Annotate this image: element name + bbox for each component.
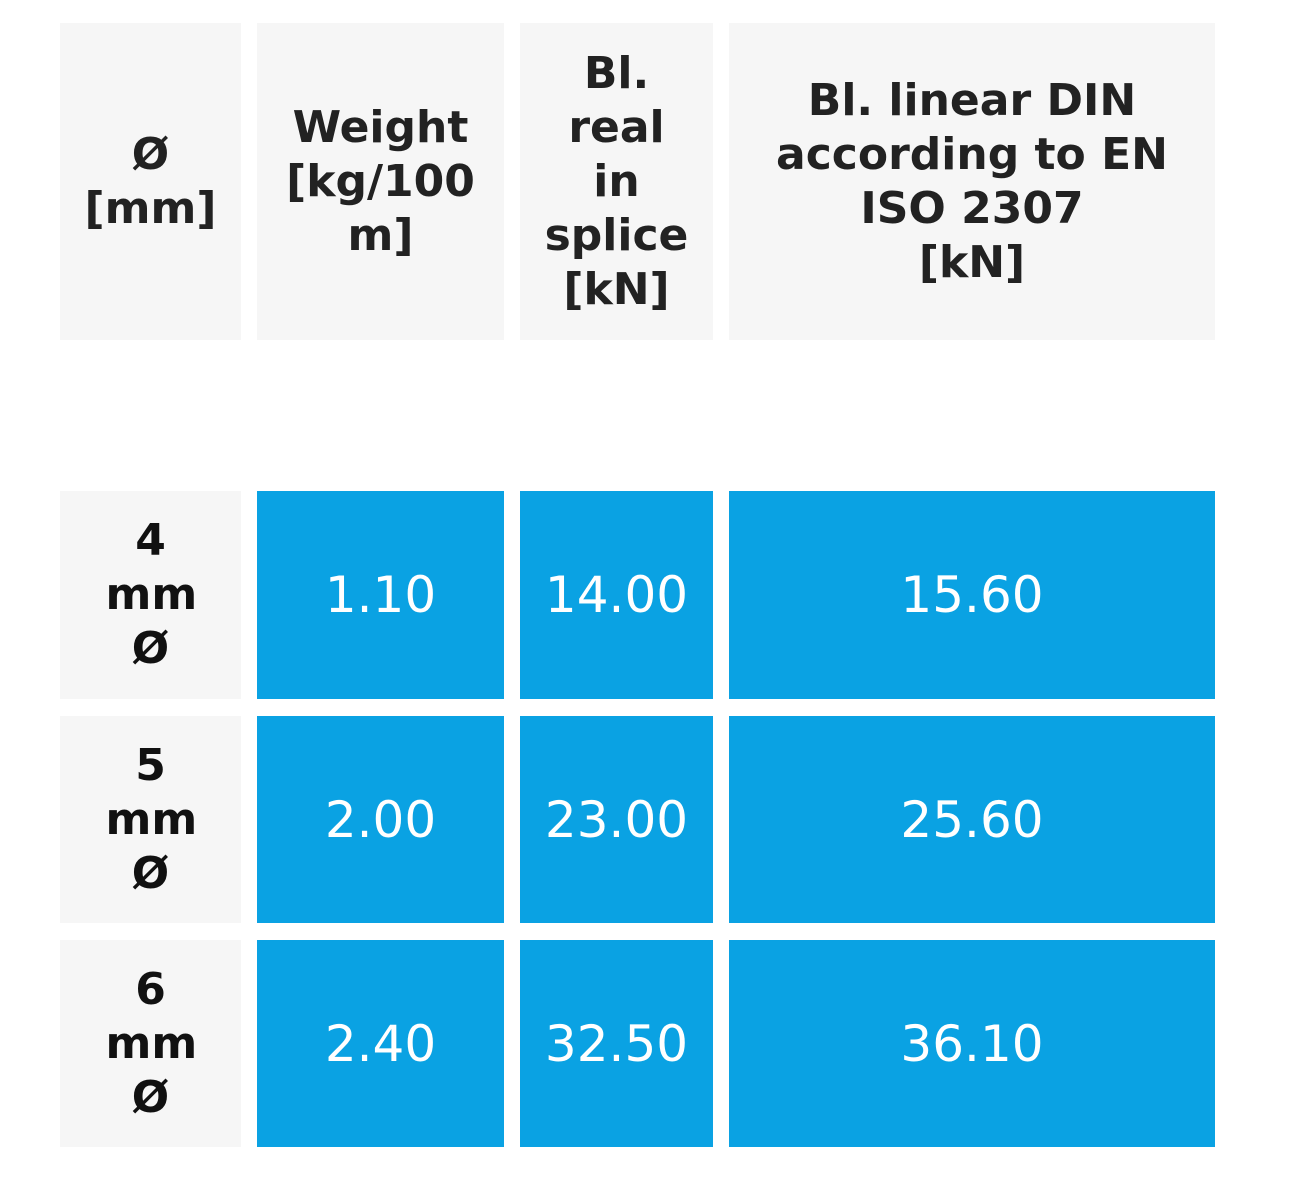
table-row-header: 6 mm Ø — [60, 940, 241, 1147]
header-weight: Weight [kg/100 m] — [257, 23, 504, 340]
row-diameter: 4 mm Ø — [105, 514, 198, 676]
cell-linear-din: 36.10 — [729, 940, 1215, 1147]
header-diameter: Ø [mm] — [60, 23, 241, 340]
cell-real-in-splice: 23.00 — [520, 716, 713, 923]
cell-linear-din: 25.60 — [729, 716, 1215, 923]
table-row-header: 5 mm Ø — [60, 716, 241, 923]
cell-linear-din: 15.60 — [729, 491, 1215, 699]
cell-weight: 1.10 — [257, 491, 504, 699]
cell-real-in-splice: 14.00 — [520, 491, 713, 699]
cell-weight: 2.00 — [257, 716, 504, 923]
cell-weight: 2.40 — [257, 940, 504, 1147]
cell-real-in-splice: 32.50 — [520, 940, 713, 1147]
row-diameter: 6 mm Ø — [105, 962, 198, 1125]
table-row-header: 4 mm Ø — [60, 491, 241, 699]
row-diameter: 5 mm Ø — [105, 738, 198, 901]
header-real-in-splice: Bl. real in splice [kN] — [520, 23, 713, 340]
header-linear-din: Bl. linear DIN according to EN ISO 2307 … — [729, 23, 1215, 340]
